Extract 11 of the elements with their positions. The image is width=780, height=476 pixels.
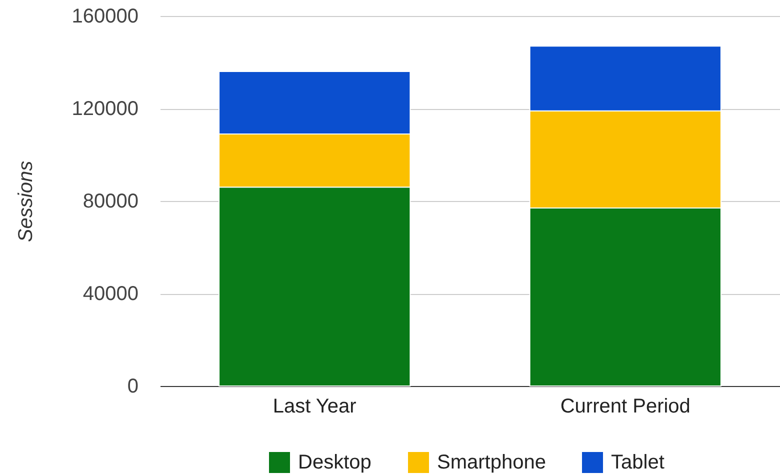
y-tick-label: 80000	[82, 190, 138, 212]
y-tick-label: 40000	[82, 283, 138, 305]
y-tick-label: 160000	[72, 6, 138, 28]
y-tick-label: 120000	[72, 98, 138, 120]
y-tick-label: 0	[127, 376, 138, 398]
legend-label: Smartphone	[437, 452, 546, 474]
x-tick-label: Last Year	[272, 396, 357, 418]
legend-label: Desktop	[298, 452, 372, 474]
legend-label: Tablet	[611, 452, 665, 474]
y-axis-title: Sessions	[14, 160, 37, 242]
x-tick-label: Current Period	[560, 396, 690, 418]
